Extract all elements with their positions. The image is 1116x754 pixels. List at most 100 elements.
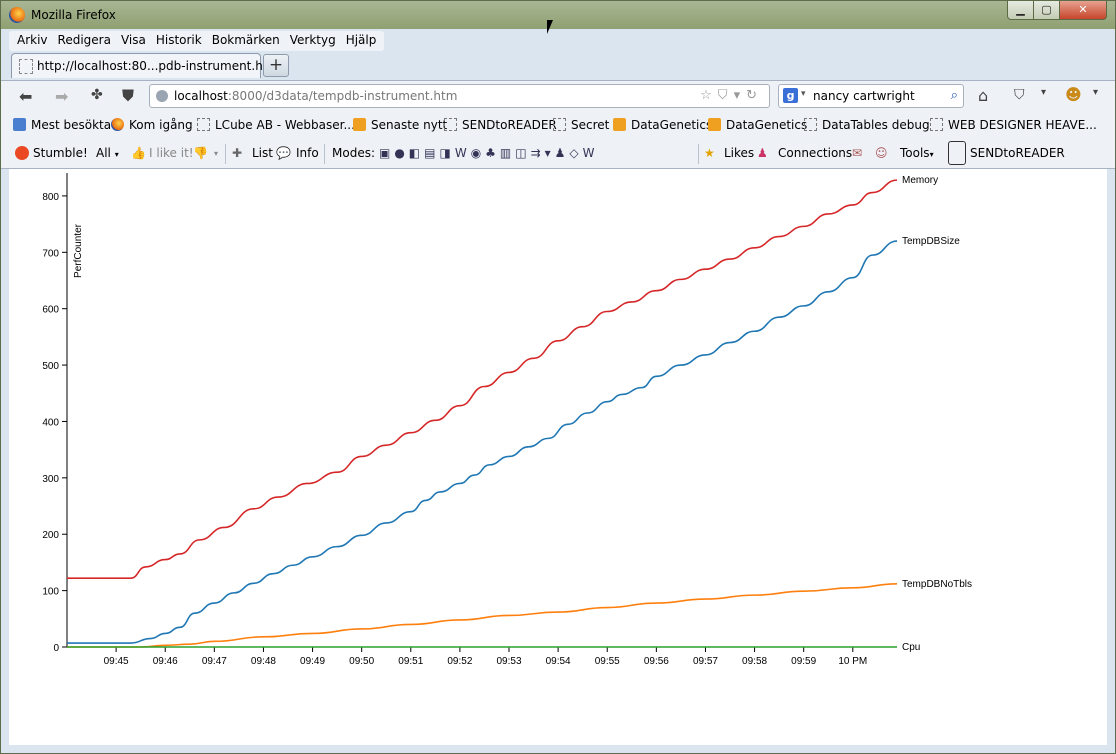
sendtoreader-button[interactable]: SENDtoREADER [970,146,1065,160]
reload-icon[interactable]: ↻ [746,88,763,103]
tools-dropdown[interactable]: Tools▾ [900,146,934,160]
addon-icon[interactable]: ✤ [91,87,103,103]
chevron-down-icon: ▾ [929,150,934,159]
thumbs-down-icon[interactable]: 👎 [193,146,208,160]
x-tick-label: 09:48 [251,656,276,667]
tab-tempdb-instrument[interactable]: http://localhost:80...pdb-instrument.htm [11,53,279,78]
y-tick-label: 100 [42,587,59,598]
page-placeholder-icon [930,118,943,131]
window-title: Mozilla Firefox [31,8,116,22]
series-label-memory: Memory [902,175,938,186]
mode-icons[interactable]: ▣●◧▤◨W◉♣▥◫⇉▾♟◇W [379,146,599,160]
dropdown-arrow-icon[interactable]: ▾ [733,88,747,103]
globe-icon [156,90,168,102]
people-icon[interactable]: ♟ [757,146,768,160]
bookmark-item[interactable]: DataGenetics [613,118,712,132]
profile-icon[interactable]: ☺ [875,146,888,160]
maximize-button[interactable]: ▢ [1033,1,1060,20]
close-button[interactable]: ✕ [1059,1,1107,20]
search-bar[interactable]: g ▾ ⌕ [778,84,964,108]
google-icon[interactable]: g [783,88,798,103]
speech-bubble-icon[interactable]: 💬 [276,146,291,160]
thumbs-up-icon[interactable]: 👍 [131,146,146,160]
modes-label: Modes: [332,146,375,160]
menu-arkiv[interactable]: Arkiv [17,33,48,47]
menu-redigera[interactable]: Redigera [57,33,111,47]
x-tick-label: 09:55 [595,656,620,667]
series-line-tempdbnotbls [67,583,898,648]
pocket-icon[interactable]: ⛉ [717,88,734,103]
home-icon[interactable]: ⌂ [978,86,989,105]
pocket-save-icon[interactable]: ⛉ [1014,87,1025,103]
address-path: :8000/d3data/tempdb-instrument.htm [227,89,458,103]
forward-arrow-icon[interactable]: ➡ [55,87,69,106]
address-host: localhost [174,89,228,103]
y-tick-label: 600 [42,305,59,316]
tools-label: Tools [900,146,930,160]
menu-visa[interactable]: Visa [120,33,146,47]
bookmark-label: DataGenetics [631,118,713,132]
dislike-dropdown-icon[interactable]: ▾ [214,149,219,158]
menu-bokmarken[interactable]: Bokmärken [211,33,280,47]
search-icon[interactable]: ⌕ [950,88,958,103]
firefox-icon [111,118,124,131]
menu-verktyg[interactable]: Verktyg [289,33,336,47]
title-bar[interactable]: Mozilla Firefox ▁ ▢ ✕ [1,1,1115,29]
plus-icon[interactable]: ✚ [232,146,243,160]
like-button[interactable]: I like it! [149,146,194,160]
x-axis: 09:45 09:46 09:47 09:48 09:49 09:50 09:51 09:52… [67,646,897,667]
bookmark-item[interactable]: Senaste nytt [353,118,447,132]
page-placeholder-icon [804,118,817,131]
toolbar-divider [698,144,699,164]
series-label-tempdbsize: TempDBSize [902,236,960,247]
y-tick-label: 0 [53,643,59,654]
y-tick-label: 800 [42,192,59,203]
bookmark-star-icon[interactable]: ☆ [700,88,718,103]
rss-feed-icon [353,118,366,131]
all-label: All [96,146,111,160]
tablet-icon[interactable] [948,141,966,165]
bookmark-item[interactable]: LCube AB - Webbaser... [197,118,355,132]
bookmark-item[interactable]: DataTables debug [804,118,930,132]
chevron-down-icon: ▾ [114,150,119,159]
bookmark-item[interactable]: Secret [553,118,609,132]
new-tab-button[interactable]: + [263,54,289,77]
list-button[interactable]: List [252,146,273,160]
menu-historik[interactable]: Historik [155,33,202,47]
bookmark-item[interactable]: Kom igång [111,118,193,132]
address-url[interactable]: localhost:8000/d3data/tempdb-instrument.… [174,89,457,103]
y-tick-label: 200 [42,530,59,541]
most-visited-icon [13,118,26,131]
connections-button[interactable]: Connections [778,146,853,160]
stumble-button[interactable]: Stumble! [15,146,88,160]
stumbleupon-logo-icon [15,146,29,160]
likes-button[interactable]: Likes [724,146,755,160]
bookmark-item[interactable]: Mest besökta [13,118,111,132]
search-input[interactable] [813,87,937,105]
bookmark-label: LCube AB - Webbaser... [215,118,355,132]
bookmark-item[interactable]: WEB DESIGNER HEAVE... [930,118,1097,132]
back-arrow-icon[interactable]: ⬅ [19,87,33,106]
address-bar[interactable]: localhost:8000/d3data/tempdb-instrument.… [149,84,770,108]
extension-monkey-icon[interactable]: ☻ [1065,85,1082,104]
stumble-label: Stumble! [33,146,88,160]
shield-icon[interactable]: ⛊ [122,86,135,105]
bookmark-item[interactable]: SENDtoREADER [444,118,557,132]
menu-hjalp[interactable]: Hjälp [345,33,377,47]
all-dropdown[interactable]: All ▾ [96,146,119,160]
toolbar-dropdown-icon[interactable]: ▾ [1041,87,1047,98]
engine-dropdown-icon[interactable]: ▾ [801,89,806,99]
star-icon[interactable]: ★ [704,146,715,160]
series-labels: Memory TempDBSize TempDBNoTbls Cpu [902,175,972,653]
menu-dropdown-icon[interactable]: ▾ [1093,87,1099,98]
bookmark-item[interactable]: DataGenetics [708,118,807,132]
x-tick-label: 09:54 [546,656,571,667]
rss-feed-icon [613,118,626,131]
minimize-button[interactable]: ▁ [1007,1,1034,20]
share-icon[interactable]: ✉ [852,146,863,160]
bookmark-label: SENDtoREADER [462,118,557,132]
info-button[interactable]: Info [296,146,319,160]
toolbar-divider [225,144,226,164]
page-placeholder-icon [19,59,33,74]
